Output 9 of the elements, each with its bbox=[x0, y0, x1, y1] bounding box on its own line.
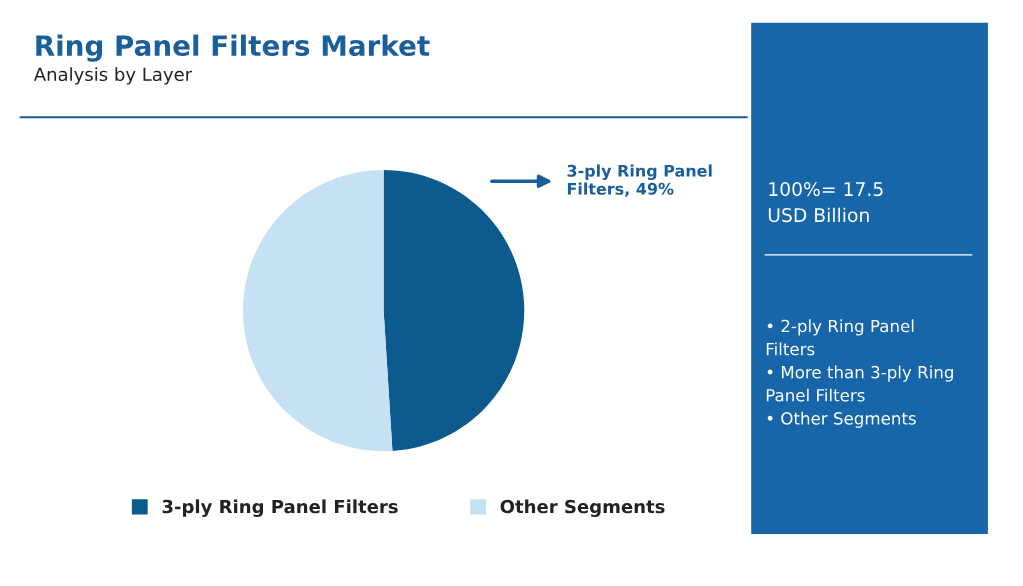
text: • 2-ply Ring Panel Filters • More than 3-ply Ring Panel Filters • Other Segments bbox=[766, 319, 953, 428]
data-label: 3-ply Ring Panel Filters, 49% bbox=[567, 164, 712, 197]
pie-slice bbox=[242, 169, 393, 452]
chart-subtitle: Analysis by Layer bbox=[33, 67, 193, 85]
pie-slice bbox=[383, 169, 525, 451]
chart-title: Ring Panel Filters Market bbox=[36, 34, 430, 62]
legend-label: 3-ply Ring Panel Filters bbox=[162, 499, 398, 518]
text: 100%= 17.5 USD Billion bbox=[768, 181, 883, 223]
legend-label: Other Segments bbox=[500, 499, 665, 518]
